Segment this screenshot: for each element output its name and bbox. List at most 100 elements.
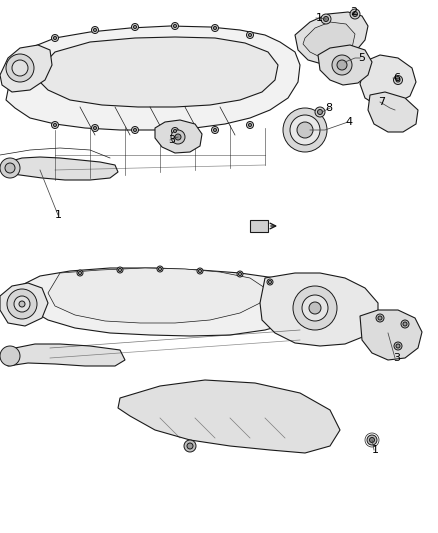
Text: 4: 4 [345, 117, 352, 127]
Circle shape [213, 128, 216, 132]
Circle shape [370, 438, 374, 442]
Circle shape [134, 26, 137, 28]
Circle shape [297, 122, 313, 138]
Circle shape [267, 279, 273, 285]
Polygon shape [155, 120, 202, 153]
Polygon shape [368, 92, 418, 132]
Circle shape [239, 272, 241, 276]
Circle shape [350, 9, 360, 19]
Circle shape [403, 322, 407, 326]
Text: 5: 5 [358, 53, 365, 63]
Text: 7: 7 [378, 97, 385, 107]
Circle shape [283, 108, 327, 152]
Circle shape [53, 36, 57, 39]
Polygon shape [0, 157, 118, 180]
Circle shape [159, 268, 162, 271]
Circle shape [117, 267, 123, 273]
Circle shape [119, 269, 121, 271]
Circle shape [248, 124, 251, 126]
Text: 3: 3 [168, 135, 175, 145]
Polygon shape [295, 12, 368, 64]
Circle shape [172, 127, 179, 134]
Circle shape [173, 25, 177, 28]
Circle shape [321, 14, 331, 24]
Text: 2: 2 [350, 7, 357, 17]
Circle shape [396, 344, 400, 348]
Circle shape [175, 134, 181, 140]
Circle shape [290, 115, 320, 145]
Circle shape [268, 280, 272, 284]
Circle shape [78, 271, 81, 274]
Circle shape [324, 17, 328, 21]
Polygon shape [0, 283, 48, 326]
Circle shape [293, 286, 337, 330]
Circle shape [367, 435, 377, 445]
Polygon shape [0, 45, 52, 92]
Circle shape [337, 60, 347, 70]
Circle shape [212, 126, 219, 133]
Circle shape [7, 289, 37, 319]
Circle shape [0, 346, 20, 366]
Text: 1: 1 [55, 210, 62, 220]
Polygon shape [303, 22, 355, 58]
Polygon shape [6, 26, 300, 130]
Circle shape [5, 163, 15, 173]
Text: 6: 6 [393, 73, 400, 83]
Polygon shape [18, 268, 310, 336]
Circle shape [353, 12, 357, 17]
Circle shape [394, 342, 402, 350]
Circle shape [53, 124, 57, 126]
Circle shape [393, 76, 403, 85]
Circle shape [92, 27, 99, 34]
Circle shape [52, 35, 59, 42]
Circle shape [157, 266, 163, 272]
Circle shape [131, 126, 138, 133]
Circle shape [134, 128, 137, 132]
Polygon shape [360, 310, 422, 360]
Text: 8: 8 [325, 103, 332, 113]
Circle shape [77, 270, 83, 276]
Circle shape [237, 271, 243, 277]
Circle shape [14, 296, 30, 312]
Circle shape [302, 295, 328, 321]
Circle shape [12, 60, 28, 76]
Circle shape [93, 126, 96, 130]
Circle shape [0, 158, 20, 178]
Polygon shape [118, 380, 340, 453]
Circle shape [93, 28, 96, 31]
Circle shape [171, 130, 185, 144]
Circle shape [19, 301, 25, 307]
Polygon shape [48, 268, 265, 323]
Circle shape [376, 314, 384, 322]
Circle shape [184, 440, 196, 452]
Circle shape [172, 22, 179, 29]
Circle shape [247, 31, 254, 38]
Polygon shape [38, 37, 278, 107]
Circle shape [396, 78, 400, 82]
Circle shape [332, 55, 352, 75]
Circle shape [212, 25, 219, 31]
Polygon shape [360, 55, 416, 106]
Circle shape [247, 122, 254, 128]
Circle shape [315, 107, 325, 117]
Circle shape [378, 316, 382, 320]
Circle shape [52, 122, 59, 128]
Polygon shape [260, 273, 378, 346]
Text: 3: 3 [393, 353, 400, 363]
Polygon shape [318, 45, 372, 85]
Circle shape [92, 125, 99, 132]
Polygon shape [0, 344, 125, 366]
Circle shape [198, 270, 201, 272]
Circle shape [187, 443, 193, 449]
Text: 1: 1 [316, 13, 323, 23]
Circle shape [401, 320, 409, 328]
Circle shape [173, 130, 177, 133]
Circle shape [197, 268, 203, 274]
Circle shape [318, 109, 322, 115]
Circle shape [213, 27, 216, 29]
Circle shape [131, 23, 138, 30]
Text: 1: 1 [372, 445, 379, 455]
Circle shape [309, 302, 321, 314]
Circle shape [248, 34, 251, 36]
Circle shape [6, 54, 34, 82]
